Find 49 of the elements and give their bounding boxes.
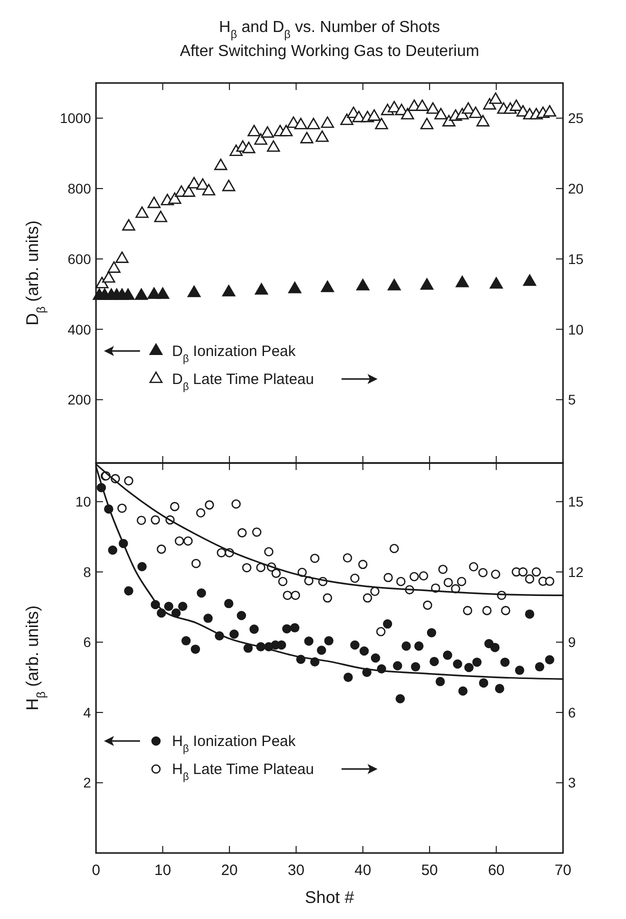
x-tick-label: 60 (488, 862, 505, 879)
x-tick-label: 0 (92, 862, 100, 879)
legend-label: H$_{β}$ Ionization Peak (172, 733, 296, 755)
point (456, 276, 469, 288)
y-tick-label: 400 (68, 321, 92, 338)
legend-label: D$_{β}$ Late Time Plateau (172, 371, 314, 393)
y-tick-label: 6 (83, 634, 92, 650)
y2-tick-label: 20 (568, 180, 584, 197)
chart-title: H$_{β}$ and D$_{β}$ vs. Number of Shots (219, 19, 440, 41)
legend-label: D$_{β}$ Ionization Peak (172, 343, 296, 365)
legend-label: H$_{β}$ Late Time Plateau (172, 761, 314, 783)
chart-subtitle: After Switching Working Gas to Deuterium (180, 43, 480, 60)
y-tick-label: 2 (83, 774, 92, 791)
y-tick-label: 200 (68, 392, 92, 408)
y-tick-label: 800 (68, 180, 92, 197)
point (420, 278, 434, 290)
point (288, 282, 302, 294)
point (156, 287, 170, 299)
y2-tick-label: 12 (568, 564, 584, 580)
y-tick-label: 10 (75, 494, 92, 510)
y2-tick-label: 9 (568, 634, 576, 650)
point (254, 283, 268, 295)
x-tick-label: 70 (554, 862, 572, 879)
point (388, 278, 401, 290)
y2-tick-label: 10 (568, 321, 584, 338)
x-tick-label: 50 (421, 862, 438, 879)
y2-tick-label: 6 (568, 704, 576, 720)
point (320, 280, 334, 292)
point (523, 274, 536, 286)
y2-tick-label: 15 (568, 250, 584, 267)
x-axis-title: Shot # (304, 888, 355, 907)
y2-tick-label: 25 (568, 110, 584, 126)
point (222, 284, 236, 296)
point (121, 288, 135, 300)
x-tick-label: 10 (154, 862, 172, 879)
y2-tick-label: 3 (568, 774, 576, 791)
y2-tick-label: 15 (568, 494, 584, 510)
y2-tick-label: 5 (568, 392, 576, 408)
x-tick-label: 30 (288, 862, 304, 879)
y-tick-label: 8 (83, 564, 92, 580)
point (188, 286, 201, 298)
y-tick-label: 1000 (60, 110, 92, 126)
x-tick-label: 20 (221, 862, 238, 879)
x-tick-label: 40 (354, 862, 372, 879)
point (356, 278, 370, 290)
point (490, 277, 503, 289)
point (134, 288, 148, 300)
y-tick-label: 4 (83, 704, 92, 720)
y-tick-label: 600 (68, 250, 92, 267)
